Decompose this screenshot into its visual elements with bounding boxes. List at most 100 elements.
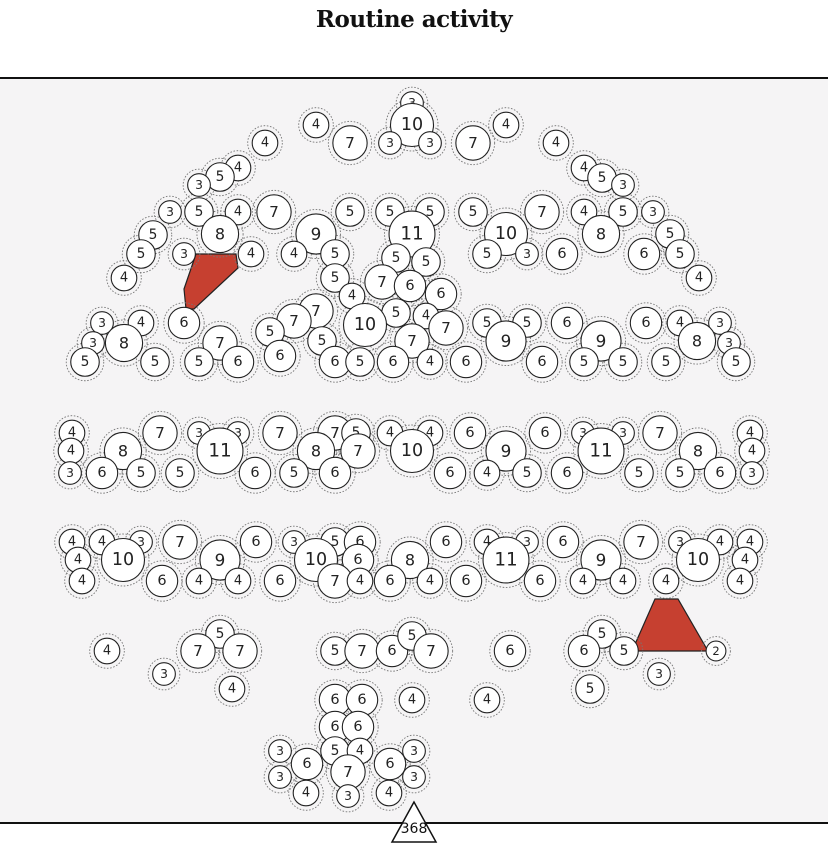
node-value: 5: [523, 315, 532, 331]
node-halo: [420, 273, 462, 315]
node-value: 4: [746, 426, 754, 441]
node-halo: [479, 207, 533, 261]
node-value: 3: [619, 426, 627, 440]
node-circle: [103, 431, 143, 471]
node-value: 7: [441, 319, 451, 337]
node-value: 6: [562, 315, 571, 331]
node-value: 7: [155, 424, 165, 442]
activity-node: 3: [378, 131, 402, 155]
node-halo: [507, 453, 547, 493]
node-circle: [623, 524, 659, 560]
activity-node: 6: [376, 345, 410, 379]
node-halo: [263, 734, 297, 768]
activity-node: 7: [317, 563, 353, 599]
node-halo: [385, 424, 439, 478]
node-halo: [625, 302, 667, 344]
node-halo: [167, 237, 201, 271]
node-circle: [708, 311, 732, 335]
activity-node: 6: [345, 683, 379, 717]
activity-node: 5: [665, 239, 695, 269]
node-value: 8: [118, 442, 128, 461]
node-value: 4: [74, 553, 82, 568]
node-circle: [411, 247, 441, 277]
activity-node: 5: [472, 239, 502, 269]
node-value: 4: [348, 289, 356, 304]
node-value: 7: [235, 642, 245, 660]
node-circle: [515, 242, 539, 266]
node-circle: [302, 111, 330, 139]
node-value: 5: [176, 465, 185, 481]
node-halo: [445, 560, 487, 602]
node-value: 4: [98, 535, 106, 550]
node-circle: [184, 347, 214, 377]
header-area: [0, 0, 828, 78]
node-circle: [608, 197, 638, 227]
node-halo: [619, 453, 659, 493]
node-value: 5: [666, 226, 675, 242]
node-value: 6: [157, 573, 166, 589]
node-halo: [445, 341, 487, 383]
node-value: 2: [712, 644, 719, 658]
node-value: 5: [523, 465, 532, 481]
node-halo: [577, 210, 625, 258]
node-value: 4: [579, 574, 587, 589]
node-circle: [126, 458, 156, 488]
node-value: 4: [552, 136, 560, 151]
node-halo: [449, 412, 491, 454]
node-value: 7: [407, 332, 417, 350]
node-value: 11: [400, 224, 423, 245]
node-halo: [220, 150, 256, 186]
node-halo: [371, 630, 413, 672]
node-value: 4: [312, 118, 320, 133]
node-value: 5: [149, 227, 158, 243]
node-halo: [637, 410, 683, 456]
node-value: 4: [68, 535, 76, 550]
node-circle: [512, 458, 542, 488]
node-circle: [318, 456, 352, 490]
node-value: 7: [377, 273, 387, 291]
activity-node: 4: [652, 567, 680, 595]
activity-node: 4: [726, 567, 754, 595]
node-halo: [701, 636, 731, 666]
activity-node: 7: [330, 754, 366, 790]
node-halo: [341, 679, 383, 721]
node-circle: [196, 427, 244, 475]
node-circle: [218, 675, 246, 703]
node-halo: [450, 120, 496, 166]
activity-node: 4: [375, 779, 403, 807]
activity-node: 9: [485, 320, 527, 362]
node-value: 5: [483, 315, 492, 331]
node-halo: [412, 344, 448, 380]
node-halo: [160, 453, 200, 493]
node-value: 6: [715, 465, 724, 481]
node-value: 3: [276, 744, 284, 758]
node-circle: [126, 239, 156, 269]
node-value: 6: [233, 354, 242, 370]
node-halo: [179, 342, 219, 382]
node-halo: [157, 519, 203, 565]
node-circle: [611, 173, 635, 197]
node-value: 5: [676, 465, 685, 481]
activity-node: 6: [429, 525, 463, 559]
node-value: 4: [483, 693, 491, 708]
activity-node: 8: [677, 321, 717, 361]
activity-node: 6: [221, 345, 255, 379]
node-value: 6: [579, 643, 588, 659]
node-value: 5: [137, 465, 146, 481]
node-halo: [314, 452, 356, 494]
activity-node: 6: [167, 306, 201, 340]
node-halo: [196, 210, 244, 258]
node-halo: [563, 630, 605, 672]
node-circle: [453, 416, 487, 450]
highlight-wedge: [631, 598, 710, 652]
node-value: 4: [426, 426, 434, 441]
node-value: 3: [676, 535, 684, 549]
node-circle: [525, 345, 559, 379]
node-circle: [473, 459, 501, 487]
node-halo: [292, 427, 340, 475]
node-value: 3: [410, 770, 418, 784]
activity-node: 6: [433, 456, 467, 490]
node-circle: [569, 347, 599, 377]
node-halo: [214, 671, 250, 707]
